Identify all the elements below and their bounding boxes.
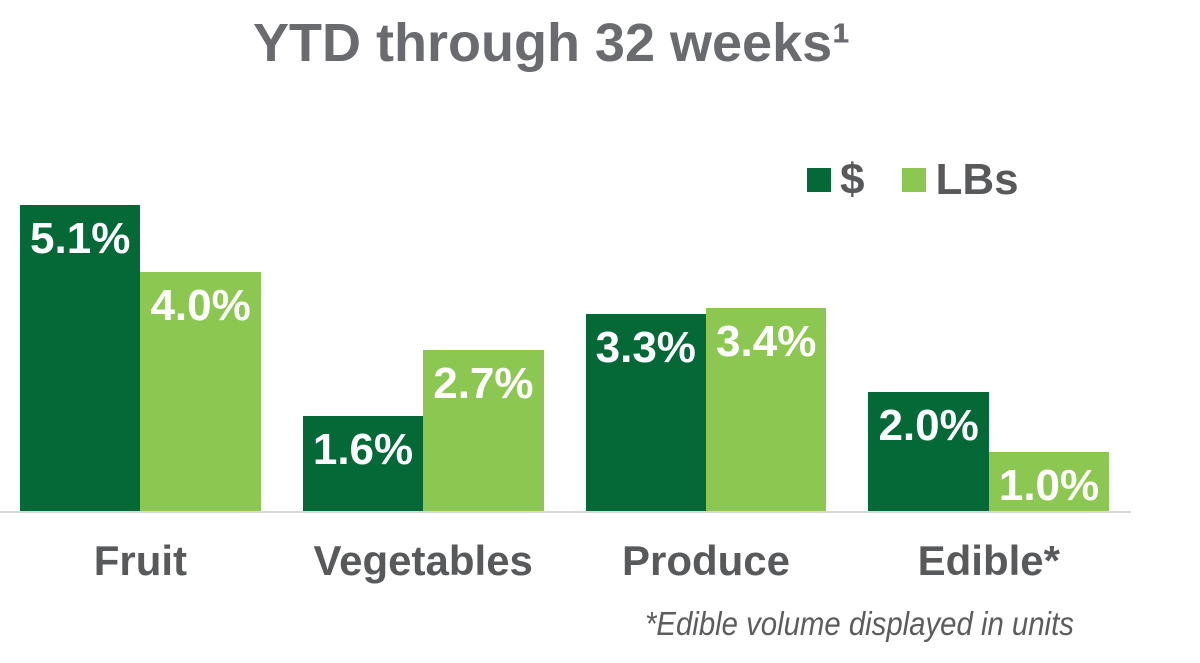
bar-edible-dollars xyxy=(868,392,989,513)
bar-value-label-vegetables-dollars: 1.6% xyxy=(312,425,414,475)
bar-value-label-vegetables-lbs: 2.7% xyxy=(433,358,534,408)
legend-swatch-lbs-icon xyxy=(902,168,927,192)
legend-swatch-dollars-icon xyxy=(807,168,831,192)
bar-value-label-edible-dollars: 2.0% xyxy=(878,401,979,451)
legend: $ LBs xyxy=(807,156,1019,204)
bar-fruit-dollars xyxy=(20,205,141,513)
legend-item-lbs: LBs xyxy=(902,155,1019,204)
bar-value-label-fruit-dollars: 5.1% xyxy=(30,214,131,264)
bar-edible-lbs xyxy=(988,452,1110,513)
bar-vegetables-lbs xyxy=(423,349,544,513)
legend-label-dollars: $ xyxy=(840,155,865,204)
category-label-fruit: Fruit xyxy=(93,537,188,584)
bar-value-label-edible-lbs: 1.0% xyxy=(998,461,1100,511)
bar-value-label-produce-dollars: 3.3% xyxy=(595,322,696,372)
bar-value-label-produce-lbs: 3.4% xyxy=(716,316,817,366)
category-label-produce: Produce xyxy=(621,537,791,584)
footnote: *Edible volume displayed in units xyxy=(645,605,1074,642)
chart-title: YTD through 32 weeks¹ xyxy=(253,13,851,73)
category-label-vegetables: Vegetables xyxy=(313,537,533,584)
bar-produce-lbs xyxy=(706,307,827,513)
x-axis-line xyxy=(0,511,1131,513)
bar-fruit-lbs xyxy=(140,271,261,513)
legend-label-lbs: LBs xyxy=(935,155,1019,204)
category-label-edible: Edible* xyxy=(917,537,1060,584)
bar-value-label-fruit-lbs: 4.0% xyxy=(150,280,251,330)
bar-produce-dollars xyxy=(585,313,706,513)
bar-vegetables-dollars xyxy=(302,416,424,513)
legend-item-dollars: $ xyxy=(807,158,864,202)
